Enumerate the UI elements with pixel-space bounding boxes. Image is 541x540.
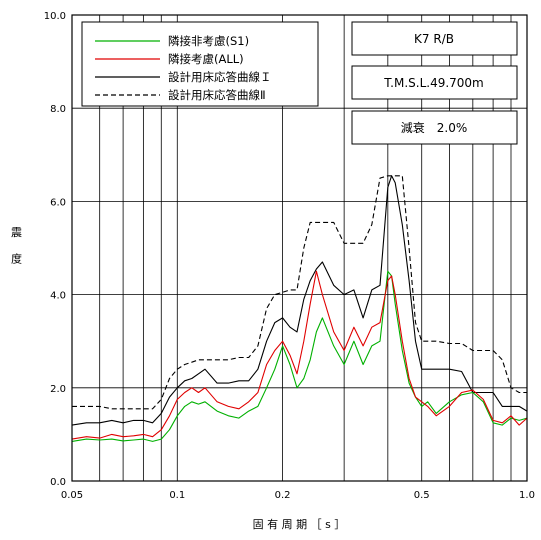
x-tick-label: 0.1 <box>169 490 185 501</box>
y-tick-label: 6.0 <box>50 197 66 208</box>
info-box-elevation: T.M.S.L.49.700m <box>383 76 484 90</box>
y-tick-label: 10.0 <box>44 11 66 22</box>
info-boxes: K7 R/B T.M.S.L.49.700m 減衰 2.0% <box>351 21 518 145</box>
legend-label-all: 隣接考慮(ALL) <box>168 52 244 66</box>
x-tick-label: 1.0 <box>519 490 535 501</box>
series-line-design-1 <box>71 175 528 426</box>
x-tick-label: 0.5 <box>414 490 430 501</box>
y-tick-label: 0.0 <box>50 477 66 488</box>
legend-label-s1: 隣接非考慮(S1) <box>168 34 249 48</box>
info-box-damping: 減衰 2.0% <box>401 120 468 135</box>
y-tick-label: 8.0 <box>50 104 66 115</box>
tick-layer: 0.0 2.0 4.0 6.0 8.0 10.0 0.05 0.1 0.2 0.5 1.0 <box>44 11 535 501</box>
legend-label-design-2: 設計用床応答曲線Ⅱ <box>168 88 266 102</box>
legend-box <box>81 21 319 107</box>
x-axis-label: 固 有 周 期 ［ s ］ <box>253 517 346 531</box>
x-tick-label: 0.2 <box>275 490 291 501</box>
info-box-building-frame <box>351 21 518 56</box>
y-axis-label: 震 度 <box>10 226 23 270</box>
x-tick-label: 0.05 <box>61 490 83 501</box>
legend: 隣接非考慮(S1) 隣接考慮(ALL) 設計用床応答曲線Ｉ 設計用床応答曲線Ⅱ <box>81 21 319 107</box>
series-line-s1 <box>71 270 528 442</box>
y-tick-label: 4.0 <box>50 291 66 302</box>
info-box-building: K7 R/B <box>414 32 454 46</box>
series-line-design-2 <box>72 175 527 410</box>
legend-label-design-1: 設計用床応答曲線Ｉ <box>168 70 272 84</box>
series-line-all <box>71 270 528 440</box>
plot-frame <box>71 14 528 482</box>
series-layer <box>71 175 528 442</box>
info-box-damping-frame <box>351 110 518 145</box>
info-box-elevation-frame <box>351 65 518 100</box>
y-tick-label: 2.0 <box>50 384 66 395</box>
